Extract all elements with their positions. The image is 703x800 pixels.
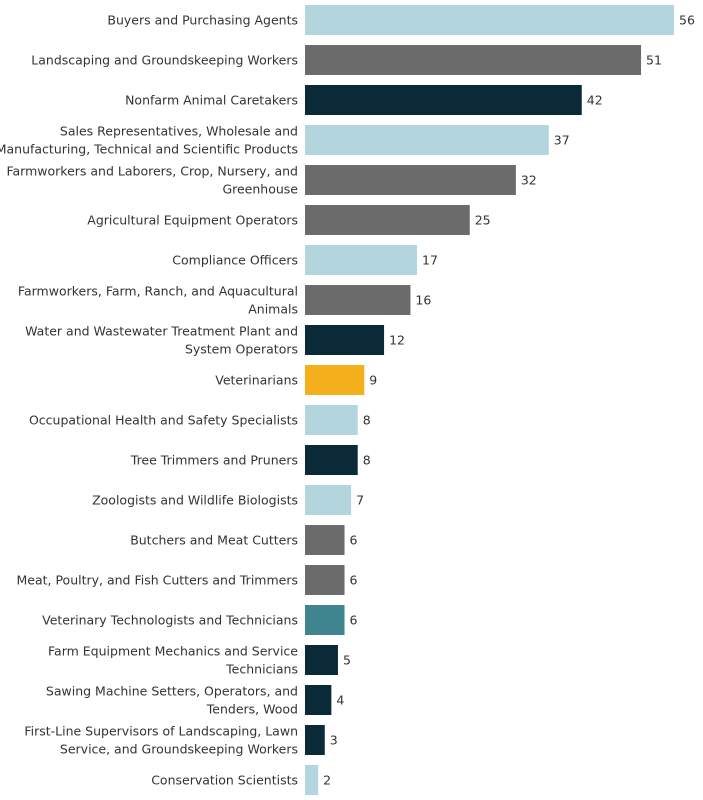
category-label-0: Buyers and Purchasing Agents: [107, 13, 298, 28]
category-label-5: Agricultural Equipment Operators: [87, 213, 298, 228]
value-label-6: 17: [422, 253, 438, 268]
value-label-10: 8: [363, 413, 371, 428]
bar-2: [305, 85, 582, 115]
category-label-7-line-1: Animals: [248, 302, 298, 317]
bar-9: [305, 365, 365, 395]
bar-0: [305, 5, 674, 35]
category-label-3-line-0: Sales Representatives, Wholesale and: [60, 124, 298, 139]
bar-11: [305, 445, 358, 475]
category-label-18-line-0: First-Line Supervisors of Landscaping, L…: [24, 724, 298, 739]
category-label-12: Zoologists and Wildlife Biologists: [92, 493, 298, 508]
bar-16: [305, 645, 338, 675]
value-label-2: 42: [587, 93, 603, 108]
category-label-11: Tree Trimmers and Pruners: [130, 453, 298, 468]
category-label-6: Compliance Officers: [172, 253, 298, 268]
bar-13: [305, 525, 345, 555]
category-label-14: Meat, Poultry, and Fish Cutters and Trim…: [16, 573, 298, 588]
category-label-7-line-0: Farmworkers, Farm, Ranch, and Aquacultur…: [18, 284, 298, 299]
category-label-17-line-1: Tenders, Wood: [206, 702, 298, 717]
bar-6: [305, 245, 418, 275]
value-label-11: 8: [363, 453, 371, 468]
category-label-4-line-1: Greenhouse: [222, 182, 298, 197]
category-label-1: Landscaping and Groundskeeping Workers: [31, 53, 298, 68]
category-label-8-line-1: System Operators: [185, 342, 298, 357]
value-label-3: 37: [554, 133, 570, 148]
category-label-18-line-1: Service, and Groundskeeping Workers: [60, 742, 298, 757]
category-label-17-line-0: Sawing Machine Setters, Operators, and: [46, 684, 298, 699]
bar-17: [305, 685, 332, 715]
value-label-7: 16: [415, 293, 431, 308]
category-label-16-line-0: Farm Equipment Mechanics and Service: [48, 644, 298, 659]
bar-1: [305, 45, 642, 75]
category-label-13: Butchers and Meat Cutters: [130, 533, 298, 548]
category-label-2: Nonfarm Animal Caretakers: [125, 93, 298, 108]
value-label-19: 2: [323, 773, 331, 788]
value-label-5: 25: [475, 213, 491, 228]
bar-14: [305, 565, 345, 595]
bar-12: [305, 485, 352, 515]
value-label-13: 6: [350, 533, 358, 548]
category-label-3-line-1: Manufacturing, Technical and Scientific …: [0, 142, 298, 157]
value-label-4: 32: [521, 173, 537, 188]
bar-7: [305, 285, 411, 315]
bar-19: [305, 765, 319, 795]
category-label-8-line-0: Water and Wastewater Treatment Plant and: [25, 324, 298, 339]
bar-15: [305, 605, 345, 635]
value-label-14: 6: [350, 573, 358, 588]
category-label-4-line-0: Farmworkers and Laborers, Crop, Nursery,…: [6, 164, 298, 179]
bar-5: [305, 205, 470, 235]
category-label-15: Veterinary Technologists and Technicians: [42, 613, 298, 628]
category-label-16-line-1: Technicians: [225, 662, 298, 677]
value-label-9: 9: [369, 373, 377, 388]
bar-4: [305, 165, 516, 195]
bar-8: [305, 325, 385, 355]
value-label-15: 6: [350, 613, 358, 628]
bar-18: [305, 725, 325, 755]
bar-3: [305, 125, 549, 155]
value-label-18: 3: [330, 733, 338, 748]
value-label-0: 56: [679, 13, 695, 28]
category-label-9: Veterinarians: [215, 373, 298, 388]
value-label-17: 4: [336, 693, 344, 708]
bar-10: [305, 405, 358, 435]
category-label-19: Conservation Scientists: [151, 773, 298, 788]
value-label-12: 7: [356, 493, 364, 508]
value-label-1: 51: [646, 53, 662, 68]
value-label-16: 5: [343, 653, 351, 668]
value-label-8: 12: [389, 333, 405, 348]
category-label-10: Occupational Health and Safety Specialis…: [29, 413, 298, 428]
